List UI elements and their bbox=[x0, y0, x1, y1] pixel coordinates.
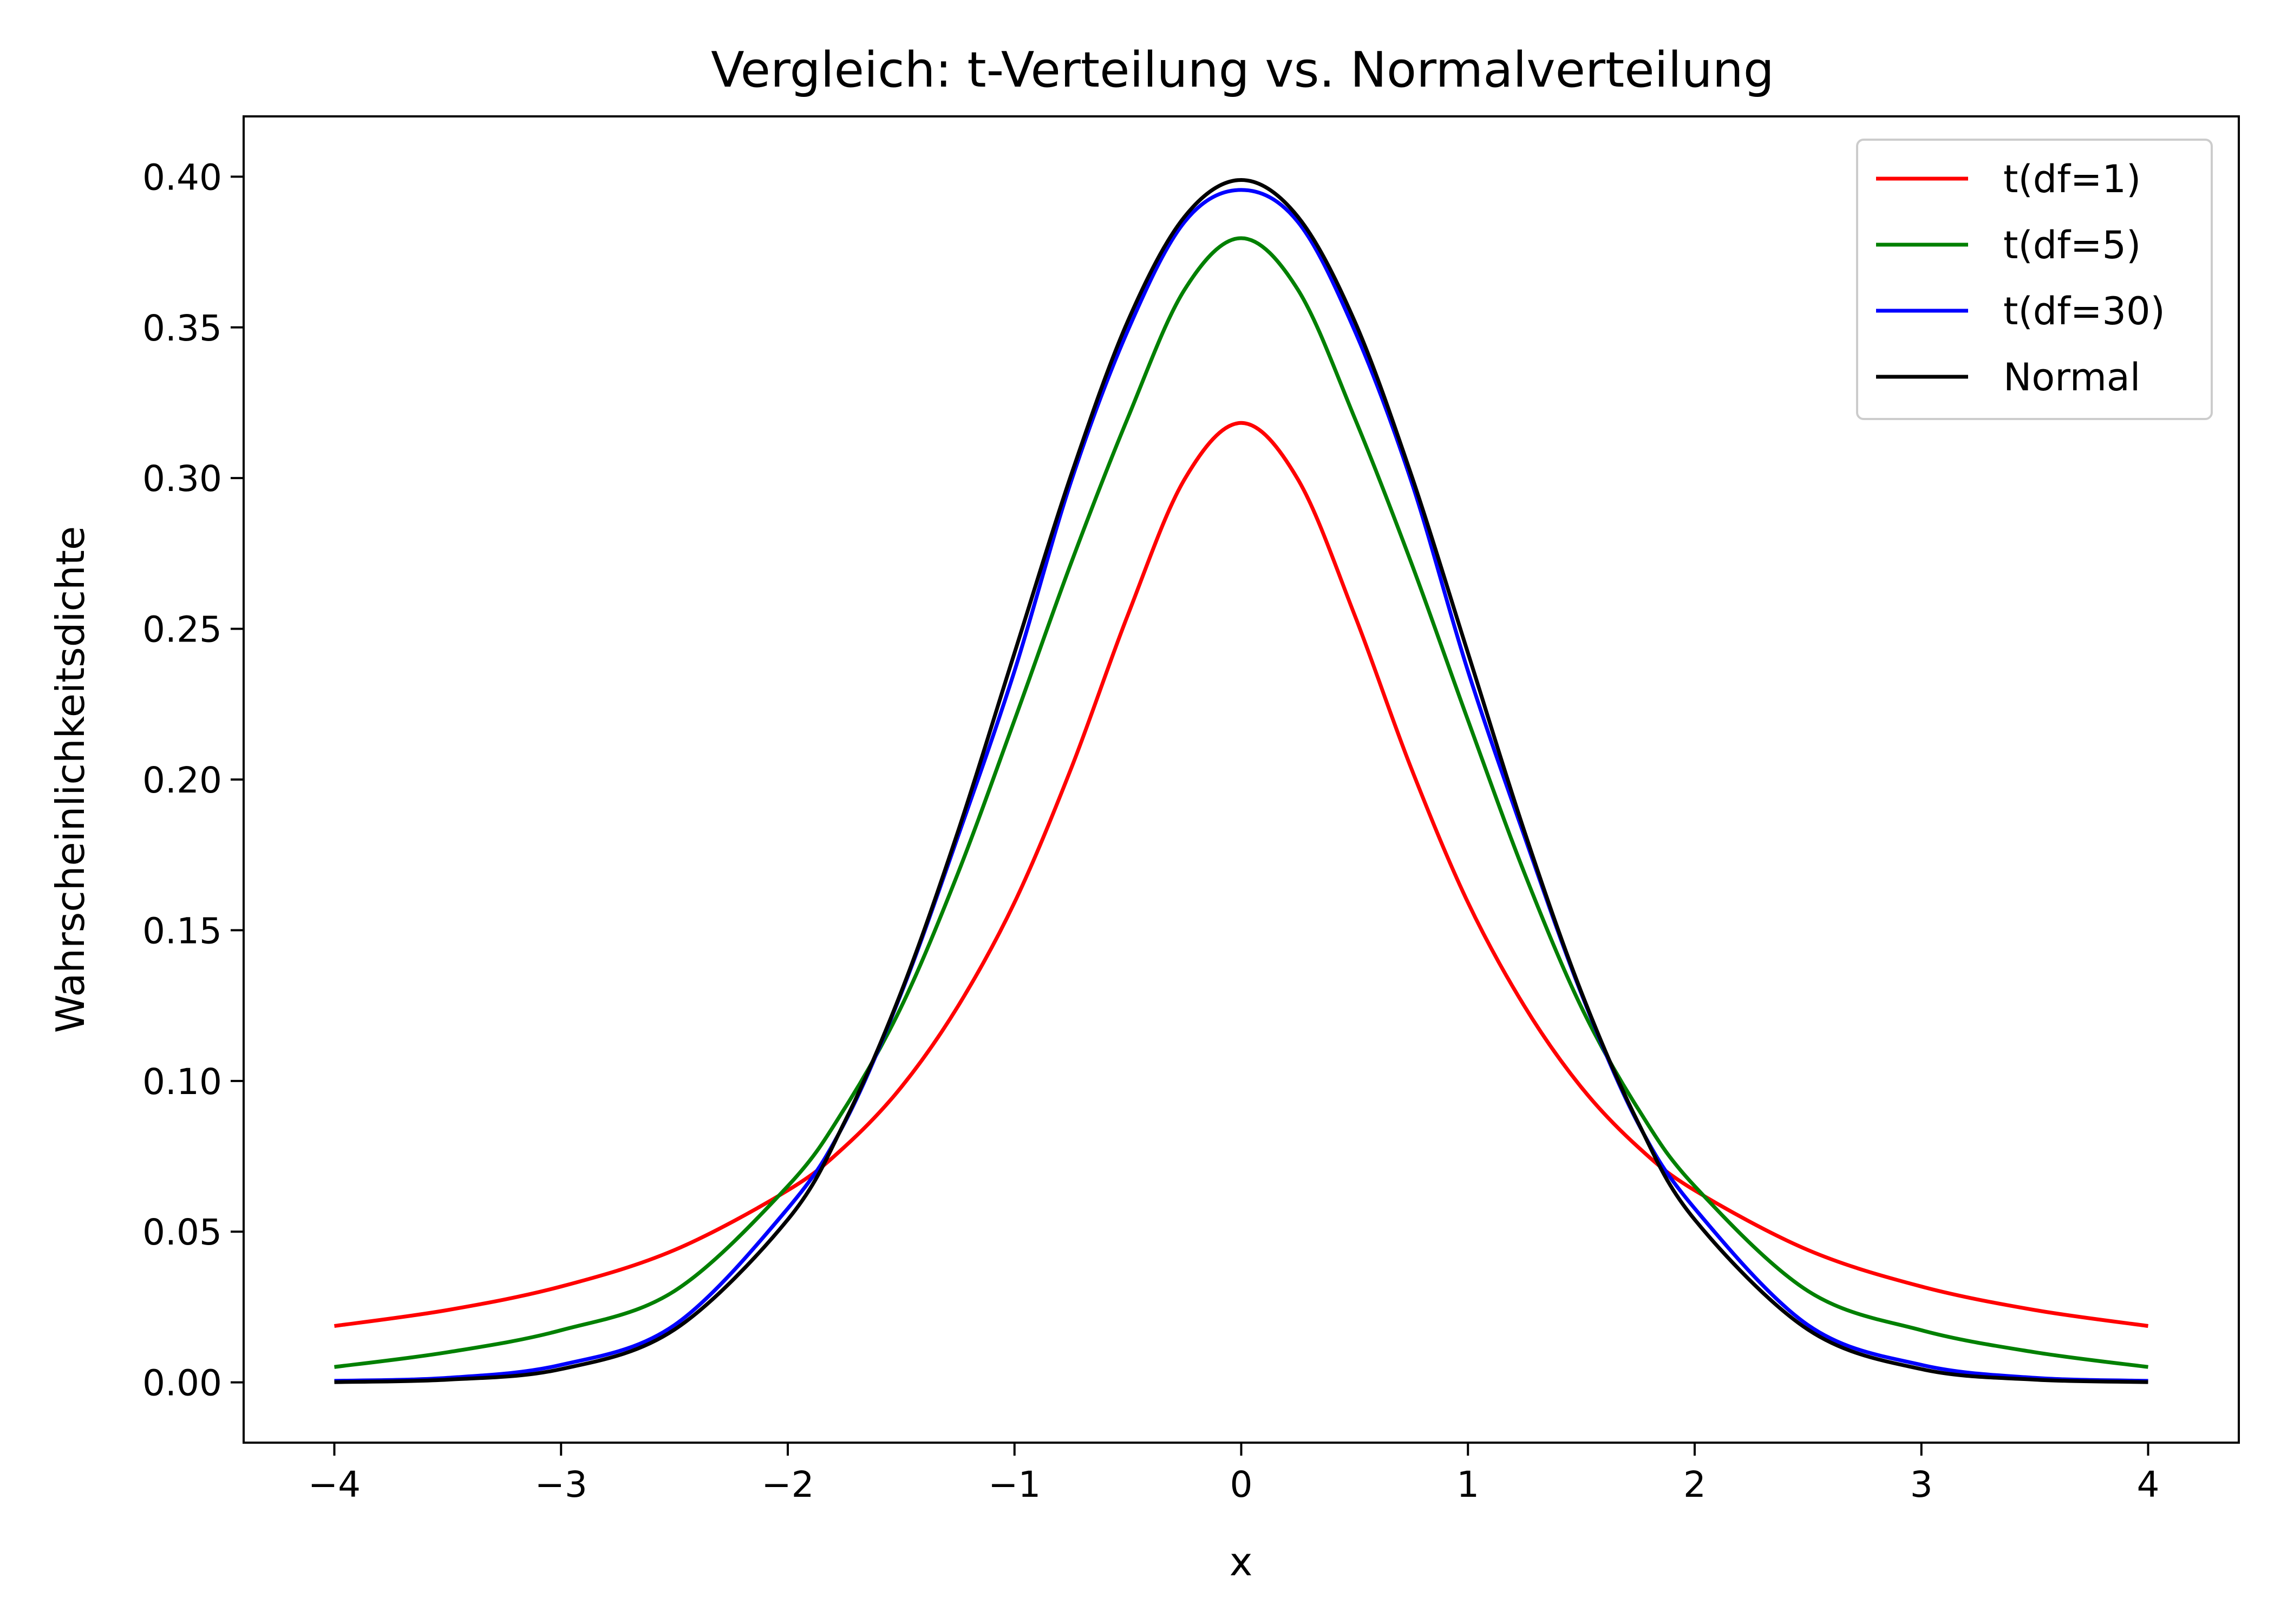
y-tick-label: 0.30 bbox=[142, 458, 222, 500]
series-line-normal bbox=[334, 178, 2148, 1384]
x-tick-label: 1 bbox=[1456, 1464, 1479, 1505]
y-tick-label: 0.10 bbox=[142, 1061, 222, 1103]
x-tick-label: 0 bbox=[1230, 1464, 1253, 1505]
x-tick-label: −3 bbox=[535, 1464, 587, 1505]
y-axis-label: Wahrscheinlichkeitsdichte bbox=[48, 526, 93, 1033]
legend: t(df=1) t(df=5) t(df=30) Normal bbox=[1856, 139, 2213, 420]
legend-label-normal: Normal bbox=[2003, 355, 2140, 400]
y-tick-label: 0.15 bbox=[142, 910, 222, 952]
y-tick-label: 0.00 bbox=[142, 1363, 222, 1404]
x-axis-label: x bbox=[1230, 1539, 1253, 1584]
series-line-t-df-1 bbox=[334, 421, 2148, 1328]
series-line-t-df-30 bbox=[334, 188, 2148, 1383]
legend-items: t(df=1) t(df=5) t(df=30) Normal bbox=[1876, 157, 2165, 400]
y-tick-label: 0.20 bbox=[142, 759, 222, 801]
y-tick-label: 0.05 bbox=[142, 1212, 222, 1253]
x-tick-label: −1 bbox=[988, 1464, 1041, 1505]
legend-label-t-df-30: t(df=30) bbox=[2003, 289, 2165, 333]
y-tick-label: 0.40 bbox=[142, 156, 222, 198]
x-tick-label: −4 bbox=[308, 1464, 361, 1505]
x-tick-label: 4 bbox=[2137, 1464, 2160, 1505]
x-tick-label: −2 bbox=[761, 1464, 814, 1505]
y-axis: 0.00 0.05 0.10 0.15 0.20 0.25 0.30 0.35 0.40 bbox=[142, 156, 244, 1404]
series-line-t-df-5 bbox=[334, 236, 2148, 1369]
y-tick-label: 0.35 bbox=[142, 307, 222, 349]
legend-box bbox=[1856, 139, 2213, 420]
x-tick-label: 2 bbox=[1683, 1464, 1706, 1505]
x-tick-label: 3 bbox=[1910, 1464, 1933, 1505]
y-tick-label: 0.25 bbox=[142, 609, 222, 651]
chart-title: Vergleich: t-Verteilung vs. Normalvertei… bbox=[711, 42, 1774, 99]
legend-label-t-df-1: t(df=1) bbox=[2003, 157, 2141, 201]
x-axis: −4 −3 −2 −1 0 1 2 3 4 bbox=[308, 1443, 2160, 1505]
legend-label-t-df-5: t(df=5) bbox=[2003, 223, 2141, 267]
plot-area bbox=[334, 178, 2148, 1384]
